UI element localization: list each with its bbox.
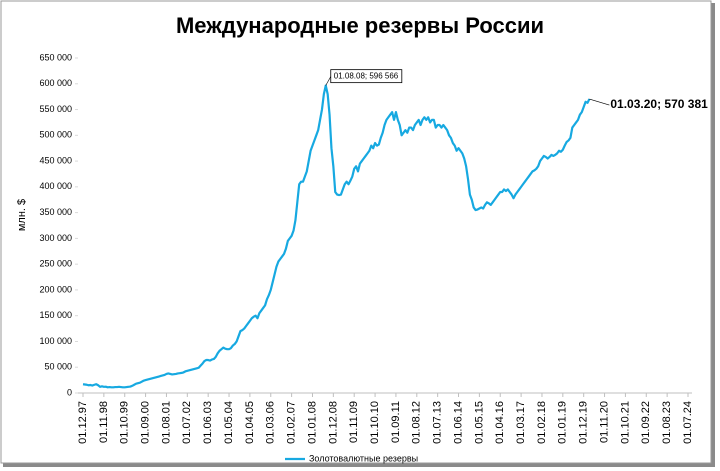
x-tick-label: 01.12.97 bbox=[77, 401, 89, 444]
x-tick-label: 01.05.15 bbox=[473, 401, 485, 444]
x-tick-label: 01.09.00 bbox=[139, 401, 151, 444]
y-tick-label: 250 000 bbox=[39, 259, 72, 269]
x-tick-label: 01.12.08 bbox=[327, 401, 339, 444]
y-tick-label: 500 000 bbox=[39, 130, 72, 140]
y-tick-label: 400 000 bbox=[39, 181, 72, 191]
y-tick-label: 50 000 bbox=[44, 362, 72, 372]
x-tick-label: 01.01.08 bbox=[306, 401, 318, 444]
leader-line bbox=[325, 76, 332, 86]
x-tick-label: 01.03.17 bbox=[515, 401, 527, 444]
x-tick-label: 01.07.13 bbox=[432, 401, 444, 444]
y-tick-label: 150 000 bbox=[39, 310, 72, 320]
legend-label: Золотовалютные резервы bbox=[309, 453, 418, 463]
x-tick-label: 01.10.21 bbox=[619, 401, 631, 444]
chart-title: Международные резервы России bbox=[176, 13, 544, 38]
y-tick-label: 0 bbox=[67, 387, 72, 397]
y-tick-label: 550 000 bbox=[39, 104, 72, 114]
data-label-box bbox=[330, 69, 403, 84]
x-tick-label: 01.02.07 bbox=[286, 401, 298, 444]
x-tick-label: 01.12.19 bbox=[578, 401, 590, 444]
x-tick-label: 01.05.04 bbox=[223, 401, 235, 444]
x-tick-label: 01.07.02 bbox=[181, 401, 193, 444]
data-label: 01.03.20; 570 381 bbox=[610, 97, 708, 111]
data-label: 01.08.08; 596 566 bbox=[334, 72, 399, 81]
leader-line bbox=[589, 98, 610, 106]
x-tick-label: 01.08.01 bbox=[160, 401, 172, 444]
y-tick-label: 650 000 bbox=[39, 52, 72, 62]
y-tick-label: 200 000 bbox=[39, 284, 72, 294]
x-tick-label: 01.04.16 bbox=[494, 401, 506, 444]
x-tick-label: 01.08.23 bbox=[661, 401, 673, 444]
y-tick-label: 600 000 bbox=[39, 78, 72, 88]
x-tick-label: 01.06.03 bbox=[202, 401, 214, 444]
x-tick-label: 01.09.22 bbox=[640, 401, 652, 444]
x-tick-label: 01.06.14 bbox=[452, 401, 464, 444]
x-tick-label: 01.10.10 bbox=[369, 401, 381, 444]
y-axis-label: млн. $ bbox=[16, 199, 28, 231]
x-tick-label: 01.03.06 bbox=[265, 401, 277, 444]
x-tick-label: 01.10.99 bbox=[119, 401, 131, 444]
y-tick-label: 350 000 bbox=[39, 207, 72, 217]
x-tick-label: 01.01.19 bbox=[557, 401, 569, 444]
x-tick-label: 01.02.18 bbox=[536, 401, 548, 444]
x-tick-label: 01.11.09 bbox=[348, 401, 360, 443]
x-tick-label: 01.11.20 bbox=[598, 401, 610, 443]
y-tick-label: 300 000 bbox=[39, 233, 72, 243]
x-tick-label: 01.09.11 bbox=[390, 401, 402, 443]
x-tick-label: 01.07.24 bbox=[682, 401, 694, 444]
y-tick-label: 450 000 bbox=[39, 155, 72, 165]
data-line bbox=[82, 84, 591, 389]
x-tick-label: 01.11.98 bbox=[98, 401, 110, 443]
x-tick-label: 01.08.12 bbox=[411, 401, 423, 444]
x-tick-label: 01.04.05 bbox=[244, 401, 256, 444]
y-tick-label: 100 000 bbox=[39, 336, 72, 346]
